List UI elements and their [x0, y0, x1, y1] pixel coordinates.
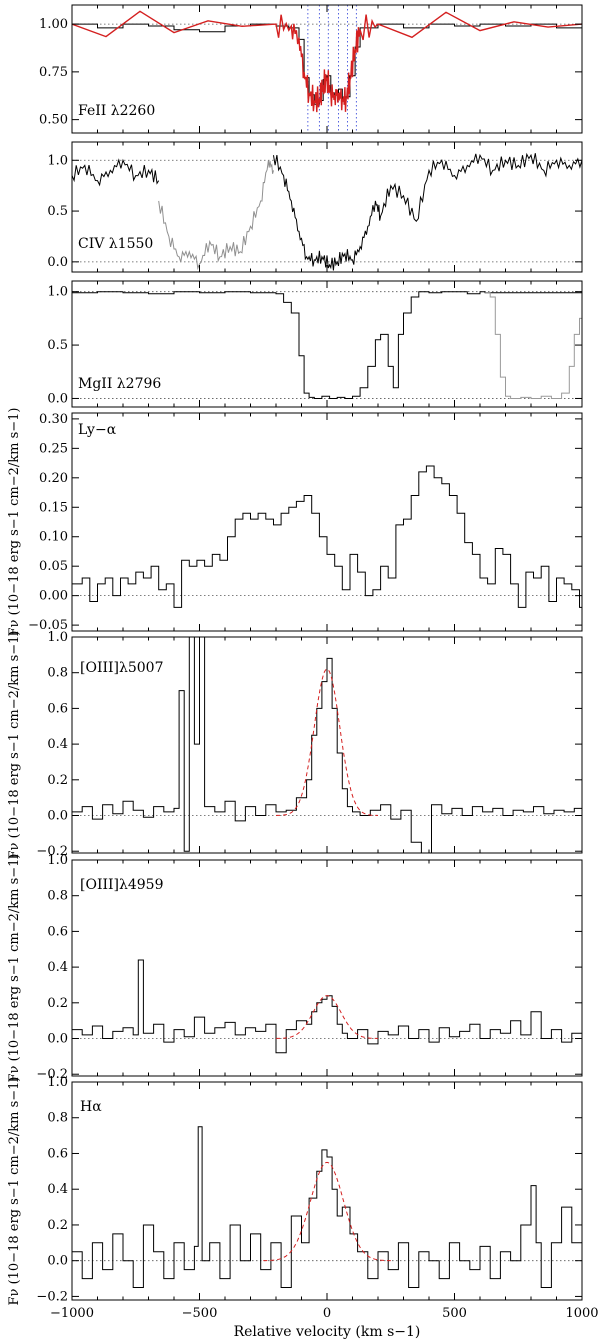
series-2-path [485, 292, 582, 399]
y-tick-label: 1.0 [47, 853, 68, 868]
y-tick-label: 0.2 [47, 773, 68, 788]
panel-6: −0.2 0.0 0.2 0.4 0.6 0.8 1.0 [OIII]λ4959 Fν (10−… [7, 853, 583, 1083]
y-tick-label: 0.8 [47, 889, 68, 904]
series-3-path [273, 152, 582, 271]
y-tick-label: 0.6 [47, 1146, 68, 1161]
panel-frame [71, 412, 583, 632]
y-tick-label: 1.00 [39, 17, 68, 32]
panel-2: 0.0 0.5 1.0 CIV λ1550 [47, 141, 583, 273]
y-tick-label: −0.2 [36, 1289, 68, 1304]
y-axis-label: Fν (10−18 erg s−1 cm−2/km s−1) [7, 854, 22, 1083]
y-tick-label: 0.75 [39, 65, 68, 80]
y-tick-label: 0.30 [39, 412, 68, 427]
y-axis-label: Fν (10−18 erg s−1 cm−2/km s−1) [7, 408, 22, 637]
x-tick-label: 1000 [565, 1306, 598, 1321]
y-tick-label: 0.10 [39, 530, 68, 545]
y-tick-label: 0.6 [47, 701, 68, 716]
y-tick-label: −0.2 [36, 844, 68, 859]
y-tick-label: 0.50 [39, 113, 68, 128]
panel-1: 0.50 0.75 1.00 FeII λ2260 [39, 4, 583, 134]
y-tick-label: 0.25 [39, 441, 68, 456]
y-tick-label: 0.15 [39, 500, 68, 515]
series-2-path [275, 668, 379, 816]
y-tick-label: 0.00 [39, 589, 68, 604]
y-axis-label: Fν (10−18 erg s−1 cm−2/km s−1) [7, 1077, 22, 1306]
panel-7: −0.2 0.0 0.2 0.4 0.6 0.8 1.0 −1000 −500 0 500 1000 H… [7, 1075, 599, 1340]
y-tick-label: 0.05 [39, 559, 68, 574]
y-tick-label: 0.4 [47, 960, 68, 975]
y-tick-label: 0.5 [47, 338, 68, 353]
y-tick-label: 0.6 [47, 924, 68, 939]
y-tick-label: 0.20 [39, 471, 68, 486]
x-tick-label: −500 [182, 1306, 218, 1321]
panel-label: MgII λ2796 [78, 376, 161, 392]
panel-label: Hα [80, 1099, 102, 1115]
series-2-path [263, 1161, 391, 1262]
panel-label: CIV λ1550 [78, 236, 153, 252]
panel-label: [OIII]λ4959 [80, 877, 164, 893]
x-axis-label: Relative velocity (km s−1) [234, 1324, 421, 1340]
y-tick-label: 1.0 [47, 285, 68, 300]
series-2-path [275, 995, 379, 1039]
y-tick-label: 0.8 [47, 1111, 68, 1126]
y-tick-label: 0.5 [47, 204, 68, 219]
x-tick-label: 500 [442, 1306, 467, 1321]
panel-4: −0.05 0.00 0.05 0.10 0.15 0.20 0.25 0.30 Ly−α Fν … [7, 408, 583, 637]
panel-label: Ly−α [78, 422, 117, 438]
x-tick-label: −1000 [50, 1306, 94, 1321]
panel-label: FeII λ2260 [78, 103, 155, 119]
panel-3: 0.0 0.5 1.0 MgII λ2796 [47, 280, 583, 408]
series-1-path [72, 959, 582, 1054]
y-tick-label: 1.0 [47, 1075, 68, 1090]
y-tick-label: 0.0 [47, 809, 68, 824]
y-tick-label: 0.2 [47, 996, 68, 1011]
y-tick-label: 0.4 [47, 737, 68, 752]
y-tick-label: 0.0 [47, 255, 68, 270]
y-tick-label: 0.0 [47, 391, 68, 406]
x-tick-label: 0 [323, 1306, 331, 1321]
y-tick-label: −0.05 [28, 618, 68, 633]
panel-label: [OIII]λ5007 [80, 660, 164, 676]
y-tick-label: −0.2 [36, 1067, 68, 1082]
y-tick-label: 0.0 [47, 1032, 68, 1047]
series-1-path [72, 465, 582, 608]
panel-frame [71, 1081, 583, 1301]
series-1-path [72, 158, 160, 187]
series-2-path [158, 160, 274, 271]
series-1-path [72, 23, 582, 105]
y-tick-label: 1.0 [47, 153, 68, 168]
y-tick-label: 0.0 [47, 1254, 68, 1269]
y-tick-label: 0.4 [47, 1182, 68, 1197]
panel-5: −0.2 0.0 0.2 0.4 0.6 0.8 1.0 [OIII]λ5007 Fν (10−… [7, 630, 583, 860]
series-1-path [72, 291, 582, 399]
series-1-path [72, 1126, 582, 1288]
y-tick-label: 1.0 [47, 630, 68, 645]
series-1-path [72, 637, 582, 853]
series-2-path [72, 10, 582, 113]
y-axis-label: Fν (10−18 erg s−1 cm−2/km s−1) [7, 631, 22, 860]
y-tick-label: 0.2 [47, 1218, 68, 1233]
y-tick-label: 0.8 [47, 666, 68, 681]
